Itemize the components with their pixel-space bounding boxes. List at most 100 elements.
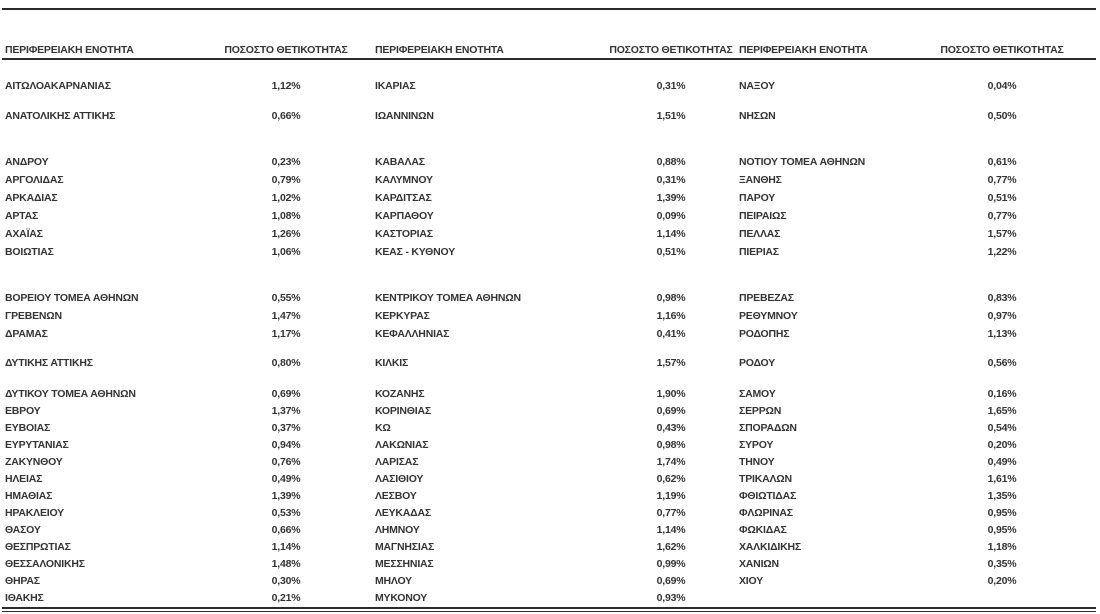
column-header-region-3: ΠΕΡΙΦΕΡΕΙΑΚΗ ΕΝΟΤΗΤΑ: [739, 43, 868, 56]
region-name-cell: ΘΗΡΑΣ: [5, 575, 40, 588]
region-name-cell: ΑΙΤΩΛΟΑΚΑΡΝΑΝΙΑΣ: [5, 79, 111, 92]
positivity-value-cell: 0,37%: [271, 422, 301, 435]
column-header-positivity-1: ΠΟΣΟΣΤΟ ΘΕΤΙΚΟΤΗΤΑΣ: [224, 43, 348, 56]
positivity-value-cell: 0,20%: [987, 575, 1017, 588]
region-name-cell: ΡΕΘΥΜΝΟΥ: [739, 309, 798, 322]
positivity-value-cell: 0,66%: [271, 109, 301, 122]
region-name-cell: ΚΟΡΙΝΘΙΑΣ: [375, 405, 431, 418]
region-name-cell: ΑΡΚΑΔΙΑΣ: [5, 191, 58, 204]
positivity-value-cell: 0,21%: [271, 592, 301, 605]
region-name-cell: ΠΕΙΡΑΙΩΣ: [739, 209, 787, 222]
region-name-cell: ΗΛΕΙΑΣ: [5, 473, 43, 486]
positivity-value-cell: 0,50%: [987, 109, 1017, 122]
positivity-value-cell: 0,16%: [987, 388, 1017, 401]
region-name-cell: ΔΥΤΙΚΟΥ ΤΟΜΕΑ ΑΘΗΝΩΝ: [5, 388, 136, 401]
region-name-cell: ΜΗΛΟΥ: [375, 575, 412, 588]
region-name-cell: ΚΑΛΥΜΝΟΥ: [375, 173, 433, 186]
table-row: ΗΜΑΘΙΑΣ 1,39% ΛΕΣΒΟΥ 1,19% ΦΘΙΩΤΙΔΑΣ 1,35%: [2, 488, 1096, 505]
column-header-region-2: ΠΕΡΙΦΕΡΕΙΑΚΗ ΕΝΟΤΗΤΑ: [375, 43, 504, 56]
positivity-value-cell: 0,43%: [656, 422, 686, 435]
positivity-value-cell: 1,02%: [271, 191, 301, 204]
positivity-value-cell: 1,57%: [656, 356, 686, 369]
positivity-value-cell: 0,55%: [271, 291, 301, 304]
region-name-cell: ΚΑΡΔΙΤΣΑΣ: [375, 191, 432, 204]
region-name-cell: ΚΕΝΤΡΙΚΟΥ ΤΟΜΕΑ ΑΘΗΝΩΝ: [375, 291, 521, 304]
region-name-cell: ΚΩ: [375, 422, 391, 435]
positivity-value-cell: 0,04%: [987, 79, 1017, 92]
positivity-value-cell: 0,77%: [987, 209, 1017, 222]
table-row: ΑΡΓΟΛΙΔΑΣ 0,79% ΚΑΛΥΜΝΟΥ 0,31% ΞΑΝΘΗΣ 0,77%: [2, 171, 1096, 189]
positivity-value-cell: 0,98%: [656, 439, 686, 452]
table-row: ΗΛΕΙΑΣ 0,49% ΛΑΣΙΘΙΟΥ 0,62% ΤΡΙΚΑΛΩΝ 1,61%: [2, 471, 1096, 488]
region-name-cell: ΚΕΡΚΥΡΑΣ: [375, 309, 430, 322]
region-name-cell: ΚΟΖΑΝΗΣ: [375, 388, 425, 401]
region-name-cell: ΛΗΜΝΟΥ: [375, 524, 420, 537]
region-name-cell: ΕΥΡΥΤΑΝΙΑΣ: [5, 439, 69, 452]
positivity-value-cell: 0,49%: [987, 456, 1017, 469]
positivity-value-cell: 0,62%: [656, 473, 686, 486]
table-row: ΓΡΕΒΕΝΩΝ 1,47% ΚΕΡΚΥΡΑΣ 1,16% ΡΕΘΥΜΝΟΥ 0,97%: [2, 307, 1096, 325]
region-name-cell: ΑΡΓΟΛΙΔΑΣ: [5, 173, 64, 186]
positivity-value-cell: 0,09%: [656, 209, 686, 222]
table-row: ΑΡΚΑΔΙΑΣ 1,02% ΚΑΡΔΙΤΣΑΣ 1,39% ΠΑΡΟΥ 0,51%: [2, 189, 1096, 207]
region-name-cell: ΠΙΕΡΙΑΣ: [739, 245, 779, 258]
positivity-value-cell: 1,22%: [987, 245, 1017, 258]
region-name-cell: ΤΗΝΟΥ: [739, 456, 775, 469]
region-name-cell: ΡΟΔΟΥ: [739, 356, 776, 369]
table-row: ΒΟΙΩΤΙΑΣ 1,06% ΚΕΑΣ - ΚΥΘΝΟΥ 0,51% ΠΙΕΡΙΑΣ 1,…: [2, 243, 1096, 261]
column-header-positivity-2: ΠΟΣΟΣΤΟ ΘΕΤΙΚΟΤΗΤΑΣ: [609, 43, 733, 56]
positivity-value-cell: 1,39%: [656, 191, 686, 204]
region-name-cell: ΗΜΑΘΙΑΣ: [5, 490, 53, 503]
region-name-cell: ΓΡΕΒΕΝΩΝ: [5, 309, 62, 322]
region-name-cell: ΜΑΓΝΗΣΙΑΣ: [375, 541, 435, 554]
table-row: ΖΑΚΥΝΘΟΥ 0,76% ΛΑΡΙΣΑΣ 1,74% ΤΗΝΟΥ 0,49%: [2, 454, 1096, 471]
region-name-cell: ΑΝΑΤΟΛΙΚΗΣ ΑΤΤΙΚΗΣ: [5, 109, 116, 122]
positivity-value-cell: 0,77%: [656, 507, 686, 520]
column-header-region-1: ΠΕΡΙΦΕΡΕΙΑΚΗ ΕΝΟΤΗΤΑ: [5, 43, 134, 56]
table-row: ΔΥΤΙΚΟΥ ΤΟΜΕΑ ΑΘΗΝΩΝ 0,69% ΚΟΖΑΝΗΣ 1,90% ΣΑΜ…: [2, 386, 1096, 403]
table-row: ΗΡΑΚΛΕΙΟΥ 0,53% ΛΕΥΚΑΔΑΣ 0,77% ΦΛΩΡΙΝΑΣ 0,95%: [2, 505, 1096, 522]
region-name-cell: ΑΡΤΑΣ: [5, 209, 39, 222]
region-name-cell: ΛΑΚΩΝΙΑΣ: [375, 439, 429, 452]
positivity-value-cell: 0,95%: [987, 507, 1017, 520]
region-name-cell: ΛΑΣΙΘΙΟΥ: [375, 473, 424, 486]
region-name-cell: ΚΑΡΠΑΘΟΥ: [375, 209, 434, 222]
table-body: ΑΙΤΩΛΟΑΚΑΡΝΑΝΙΑΣ 1,12% ΙΚΑΡΙΑΣ 0,31% ΝΑΞΟΥ 0,…: [2, 77, 1096, 607]
table-row: ΘΗΡΑΣ 0,30% ΜΗΛΟΥ 0,69% ΧΙΟΥ 0,20%: [2, 573, 1096, 590]
positivity-value-cell: 0,31%: [656, 79, 686, 92]
positivity-value-cell: 0,77%: [987, 173, 1017, 186]
region-name-cell: ΝΑΞΟΥ: [739, 79, 775, 92]
region-name-cell: ΛΕΥΚΑΔΑΣ: [375, 507, 432, 520]
region-name-cell: ΒΟΡΕΙΟΥ ΤΟΜΕΑ ΑΘΗΝΩΝ: [5, 291, 139, 304]
region-name-cell: ΖΑΚΥΝΘΟΥ: [5, 456, 63, 469]
region-name-cell: ΠΕΛΛΑΣ: [739, 227, 781, 240]
table-row: ΔΥΤΙΚΗΣ ΑΤΤΙΚΗΣ 0,80% ΚΙΛΚΙΣ 1,57% ΡΟΔΟΥ 0,56…: [2, 354, 1096, 372]
positivity-value-cell: 1,51%: [656, 109, 686, 122]
table-row: ΑΡΤΑΣ 1,08% ΚΑΡΠΑΘΟΥ 0,09% ΠΕΙΡΑΙΩΣ 0,77%: [2, 207, 1096, 225]
region-name-cell: ΛΕΣΒΟΥ: [375, 490, 417, 503]
table-row: ΕΥΡΥΤΑΝΙΑΣ 0,94% ΛΑΚΩΝΙΑΣ 0,98% ΣΥΡΟΥ 0,20%: [2, 437, 1096, 454]
positivity-value-cell: 0,56%: [987, 356, 1017, 369]
region-name-cell: ΜΕΣΣΗΝΙΑΣ: [375, 558, 434, 571]
positivity-value-cell: 1,57%: [987, 227, 1017, 240]
region-name-cell: ΒΟΙΩΤΙΑΣ: [5, 245, 54, 258]
region-name-cell: ΣΑΜΟΥ: [739, 388, 776, 401]
column-header-positivity-3: ΠΟΣΟΣΤΟ ΘΕΤΙΚΟΤΗΤΑΣ: [940, 43, 1064, 56]
region-name-cell: ΡΟΔΟΠΗΣ: [739, 327, 790, 340]
table-row: ΘΑΣΟΥ 0,66% ΛΗΜΝΟΥ 1,14% ΦΩΚΙΔΑΣ 0,95%: [2, 522, 1096, 539]
region-name-cell: ΚΕΑΣ - ΚΥΘΝΟΥ: [375, 245, 456, 258]
table-row: ΕΥΒΟΙΑΣ 0,37% ΚΩ 0,43% ΣΠΟΡΑΔΩΝ 0,54%: [2, 420, 1096, 437]
region-name-cell: ΔΥΤΙΚΗΣ ΑΤΤΙΚΗΣ: [5, 356, 93, 369]
positivity-value-cell: 0,41%: [656, 327, 686, 340]
region-name-cell: ΚΕΦΑΛΛΗΝΙΑΣ: [375, 327, 450, 340]
positivity-table: ΠΕΡΙΦΕΡΕΙΑΚΗ ΕΝΟΤΗΤΑ ΠΟΣΟΣΤΟ ΘΕΤΙΚΟΤΗΤΑΣ…: [2, 8, 1096, 612]
positivity-value-cell: 1,16%: [656, 309, 686, 322]
region-name-cell: ΙΘΑΚΗΣ: [5, 592, 44, 605]
region-name-cell: ΘΑΣΟΥ: [5, 524, 41, 537]
positivity-value-cell: 1,39%: [271, 490, 301, 503]
positivity-value-cell: 1,65%: [987, 405, 1017, 418]
table-row: ΑΧΑΪΑΣ 1,26% ΚΑΣΤΟΡΙΑΣ 1,14% ΠΕΛΛΑΣ 1,57%: [2, 225, 1096, 243]
region-name-cell: ΕΥΒΟΙΑΣ: [5, 422, 51, 435]
positivity-value-cell: 1,13%: [987, 327, 1017, 340]
positivity-value-cell: 0,23%: [271, 155, 301, 168]
